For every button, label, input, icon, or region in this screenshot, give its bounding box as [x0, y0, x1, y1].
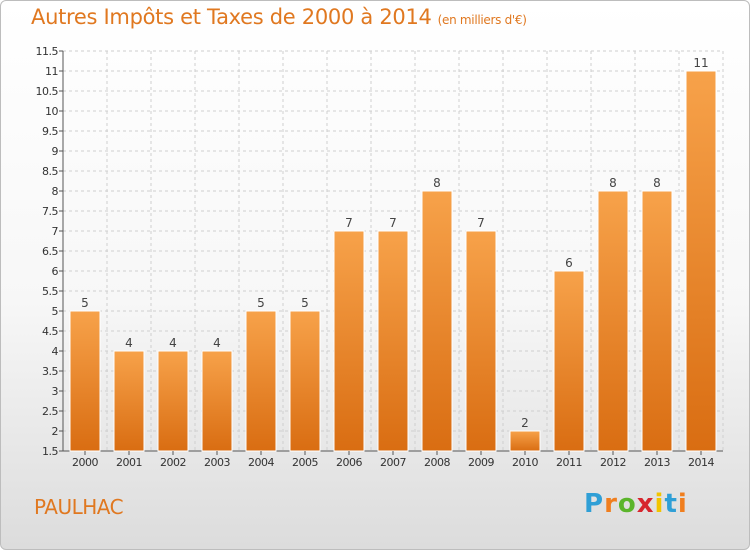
y-tick-label: 9.5 — [42, 125, 58, 138]
x-tick-label-2011: 2011 — [556, 456, 582, 469]
y-tick-label: 4.5 — [42, 325, 58, 338]
y-tick-label: 10.5 — [36, 85, 59, 98]
bar-2004 — [245, 310, 277, 452]
y-tick-label: 11 — [45, 65, 58, 78]
y-tick-label: 6.5 — [42, 245, 58, 258]
data-label-2014: 11 — [693, 56, 708, 70]
data-label-2010: 2 — [521, 416, 529, 430]
data-label-2003: 4 — [213, 336, 221, 350]
data-label-2011: 6 — [565, 256, 573, 270]
bar-2002 — [157, 350, 189, 452]
logo-letter: o — [617, 489, 637, 519]
bar-2003 — [201, 350, 233, 452]
x-axis-ticks: 2000 2001 2002 2003 2004 2005 2006 2007 2008 2009… — [72, 451, 715, 469]
y-tick-label: 2.5 — [42, 405, 58, 418]
bar-2009 — [465, 230, 497, 452]
bar-2000 — [69, 310, 101, 452]
bar-2007 — [377, 230, 409, 452]
place-name: PAULHAC — [34, 495, 124, 519]
bars — [69, 70, 717, 452]
y-tick-label: 5 — [52, 305, 59, 318]
y-tick-label: 9 — [52, 145, 59, 158]
bar-2001 — [113, 350, 145, 452]
logo-letter: r — [604, 489, 618, 519]
y-tick-label: 7.5 — [42, 205, 58, 218]
x-tick-label-2007: 2007 — [380, 456, 406, 469]
data-label-2004: 5 — [257, 296, 265, 310]
data-label-2002: 4 — [169, 336, 177, 350]
chart-title: Autres Impôts et Taxes de 2000 à 2014 (en… — [31, 5, 527, 29]
logo-letter: x — [636, 489, 655, 519]
chart-unit-note: (en milliers d'€) — [437, 13, 527, 27]
x-tick-label-2000: 2000 — [72, 456, 98, 469]
y-tick-label: 2 — [52, 425, 59, 438]
bar-2013 — [641, 190, 673, 452]
y-tick-label: 1.5 — [42, 445, 58, 458]
y-tick-label: 3 — [52, 385, 59, 398]
y-tick-label: 7 — [52, 225, 59, 238]
logo-letter: P — [584, 489, 605, 519]
bar-2014 — [685, 70, 717, 452]
y-axis-ticks: 1.5 2 2.5 3 3.5 4 4.5 5 5.5 6 6.5 7 7.5 8 8.5 9 9.5 10 10.… — [36, 45, 63, 458]
proxiti-logo: Proxiti — [584, 489, 688, 519]
data-label-2012: 8 — [609, 176, 617, 190]
y-tick-label: 5.5 — [42, 285, 58, 298]
x-tick-label-2013: 2013 — [644, 456, 670, 469]
x-tick-label-2003: 2003 — [204, 456, 230, 469]
y-tick-label: 8.5 — [42, 165, 58, 178]
x-tick-label-2009: 2009 — [468, 456, 494, 469]
x-tick-label-2004: 2004 — [248, 456, 274, 469]
bar-2012 — [597, 190, 629, 452]
data-label-2007: 7 — [389, 216, 397, 230]
data-label-2001: 4 — [125, 336, 133, 350]
x-tick-label-2005: 2005 — [292, 456, 318, 469]
y-tick-label: 8 — [52, 185, 59, 198]
x-tick-label-2006: 2006 — [336, 456, 362, 469]
x-tick-label-2010: 2010 — [512, 456, 538, 469]
data-label-2013: 8 — [653, 176, 661, 190]
x-tick-label-2012: 2012 — [600, 456, 626, 469]
bar-2011 — [553, 270, 585, 452]
data-label-2006: 7 — [345, 216, 353, 230]
bar-2008 — [421, 190, 453, 452]
x-tick-label-2002: 2002 — [160, 456, 186, 469]
y-tick-label: 6 — [52, 265, 59, 278]
chart-title-text: Autres Impôts et Taxes de 2000 à 2014 — [31, 5, 432, 29]
data-label-2009: 7 — [477, 216, 485, 230]
data-label-2008: 8 — [433, 176, 441, 190]
y-tick-label: 10 — [45, 105, 58, 118]
y-tick-label: 4 — [52, 345, 59, 358]
data-label-2000: 5 — [81, 296, 89, 310]
bar-2006 — [333, 230, 365, 452]
logo-letter: t — [664, 489, 678, 519]
bar-2010 — [509, 430, 541, 452]
logo-letter: i — [654, 489, 665, 519]
x-tick-label-2014: 2014 — [688, 456, 714, 469]
y-tick-label: 3.5 — [42, 365, 58, 378]
data-labels: 5 4 4 4 5 5 7 7 8 7 2 6 8 8 11 — [81, 56, 708, 430]
x-tick-label-2001: 2001 — [116, 456, 142, 469]
logo-letter: i — [677, 489, 688, 519]
data-label-2005: 5 — [301, 296, 309, 310]
y-tick-label: 11.5 — [36, 45, 59, 58]
bar-2005 — [289, 310, 321, 452]
x-tick-label-2008: 2008 — [424, 456, 450, 469]
